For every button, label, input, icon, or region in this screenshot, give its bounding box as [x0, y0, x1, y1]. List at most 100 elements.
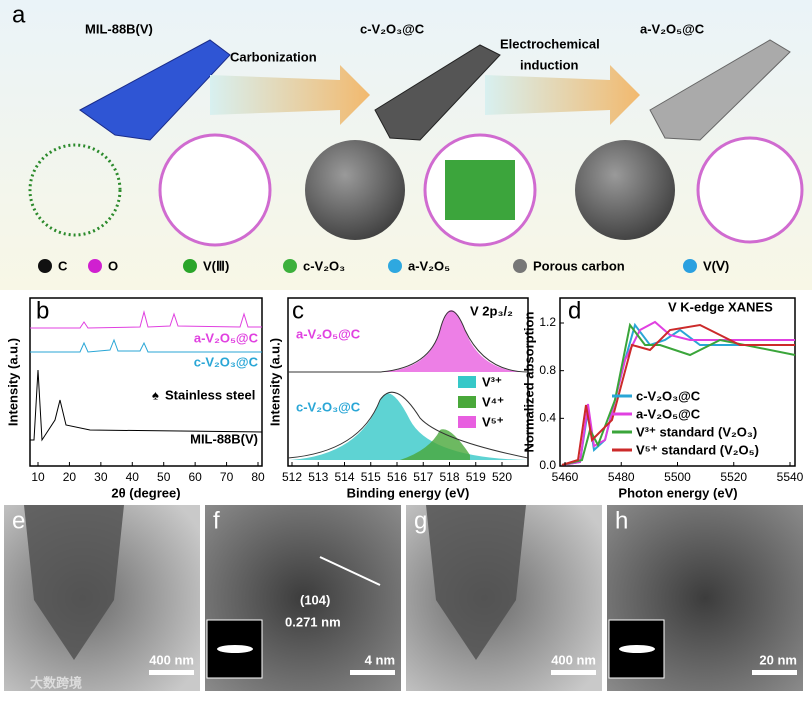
- x-tick-label: 50: [157, 470, 171, 484]
- y-tick-label: 0.0: [539, 458, 556, 472]
- x-tick-label: 40: [126, 470, 140, 484]
- spectrum: [561, 323, 795, 466]
- zoom-circle: [158, 133, 272, 247]
- legend-label: c-V₂O₃@C: [636, 388, 701, 403]
- x-tick-label: 520: [492, 470, 512, 484]
- x-tick-label: 515: [361, 470, 381, 484]
- spectrum: [287, 391, 529, 459]
- scale-bar: [149, 670, 194, 675]
- legend-symbol: [683, 259, 697, 273]
- legend-symbol: [388, 259, 402, 273]
- x-tick-label: 514: [334, 470, 354, 484]
- step-label: induction: [520, 57, 579, 72]
- legend-label: Porous carbon: [533, 258, 625, 273]
- y-axis-label: Intensity (a.u.): [5, 338, 20, 426]
- x-tick-label: 70: [220, 470, 234, 484]
- sphere: [575, 140, 675, 240]
- sample-label: a-V₂O₅@C: [640, 21, 705, 36]
- panel-title: V 2p₃/₂: [470, 303, 513, 318]
- annotation: 0.271 nm: [285, 614, 341, 629]
- watermark: 大数跨境: [30, 675, 82, 690]
- fit-peak: [290, 393, 528, 460]
- x-tick-label: 5480: [608, 470, 635, 484]
- x-tick-label: 513: [308, 470, 328, 484]
- framework: [28, 143, 122, 237]
- panel-label: c: [292, 297, 304, 324]
- x-tick-label: 20: [63, 470, 77, 484]
- x-tick-label: 519: [466, 470, 486, 484]
- micrographs: e 400 nm f 4 nm g 400 nm h 20 nm (104) 0.271 nm 大数…: [4, 505, 803, 691]
- x-tick-label: 518: [439, 470, 459, 484]
- legend: c-V₂O₃@C a-V₂O₅@C V³⁺ standard (V₂O₃) V⁵⁺ s…: [612, 388, 759, 457]
- legend-symbol: [183, 259, 197, 273]
- crystal: [649, 39, 791, 141]
- x-tick-label: 5520: [720, 470, 747, 484]
- legend-symbol: [458, 416, 476, 428]
- plot-frame: [287, 297, 529, 467]
- x-tick-label: 10: [31, 470, 45, 484]
- panel-title: V K-edge XANES: [668, 299, 773, 314]
- legend-label: V(Ⅴ): [703, 258, 729, 273]
- panel-label: h: [615, 507, 628, 534]
- panel-label: f: [213, 507, 220, 534]
- scale-bar: [752, 670, 797, 675]
- panel-a-bg: [0, 0, 812, 290]
- x-tick-label: 516: [387, 470, 407, 484]
- x-tick-label: 517: [413, 470, 433, 484]
- series-label: a-V₂O₅@C: [296, 326, 361, 341]
- x-axis-label: 2θ (degree): [111, 485, 180, 500]
- legend-label: V⁵⁺: [482, 414, 504, 429]
- x-tick-label: 5460: [552, 470, 579, 484]
- zoom-circle: [696, 136, 804, 244]
- y-tick-label: 0.8: [539, 363, 556, 377]
- series-label: c-V₂O₃@C: [194, 354, 259, 369]
- legend-label: c-V₂O₃: [303, 258, 345, 273]
- series-label: a-V₂O₅@C: [194, 330, 259, 345]
- specimen: [426, 505, 526, 660]
- scale-label: 400 nm: [551, 652, 596, 667]
- series-label: MIL-88B(V): [190, 431, 258, 446]
- crystal: [374, 44, 501, 141]
- scale-label: 400 nm: [149, 652, 194, 667]
- fringe-marker: [319, 556, 381, 586]
- panel-label: e: [12, 507, 25, 534]
- panel-label: b: [36, 297, 49, 324]
- plot-frame: [29, 297, 263, 467]
- legend: C O V(Ⅲ) c-V₂O₃ a-V₂O₅ Porous carbon V(Ⅴ): [38, 258, 729, 273]
- annotation: Stainless steel: [165, 387, 255, 402]
- series-label: c-V₂O₃@C: [296, 399, 361, 414]
- annotation: (104): [300, 592, 330, 607]
- y-axis-label: Normalized absorption: [521, 312, 536, 453]
- fit-peak: [380, 310, 528, 372]
- marker: ♠: [152, 387, 159, 402]
- legend-label: V³⁺ standard (V₂O₃): [636, 424, 757, 439]
- legend-symbol: [513, 259, 527, 273]
- y-axis-label: Intensity (a.u.): [267, 338, 282, 426]
- x-tick-label: 30: [94, 470, 108, 484]
- x-axis-label: Photon energy (eV): [618, 485, 737, 500]
- legend-label: V⁵⁺ standard (V₂O₅): [636, 442, 759, 457]
- x-axis-label: Binding energy (eV): [347, 485, 470, 500]
- legend-symbol: [88, 259, 102, 273]
- saed-spot: [619, 645, 655, 653]
- pattern-line: [30, 338, 262, 353]
- legend-label: C: [58, 258, 68, 273]
- scale-label: 4 nm: [365, 652, 395, 667]
- legend-symbol: [458, 396, 476, 408]
- scale-label: 20 nm: [759, 652, 797, 667]
- y-tick-label: 0.4: [539, 411, 556, 425]
- x-tick-label: 5500: [664, 470, 691, 484]
- x-tick-label: 5540: [777, 470, 804, 484]
- panel-label: g: [414, 507, 427, 534]
- crystal: [79, 39, 231, 141]
- legend: V³⁺ V⁴⁺ V⁵⁺: [458, 374, 504, 429]
- x-tick-label: 512: [282, 470, 302, 484]
- legend-label: a-V₂O₅@C: [636, 406, 701, 421]
- legend-symbol: [38, 259, 52, 273]
- scale-bar: [551, 670, 596, 675]
- legend-label: V⁴⁺: [482, 394, 504, 409]
- arrow: [210, 65, 370, 125]
- panel-label: d: [568, 297, 581, 324]
- spectrum: [288, 310, 529, 373]
